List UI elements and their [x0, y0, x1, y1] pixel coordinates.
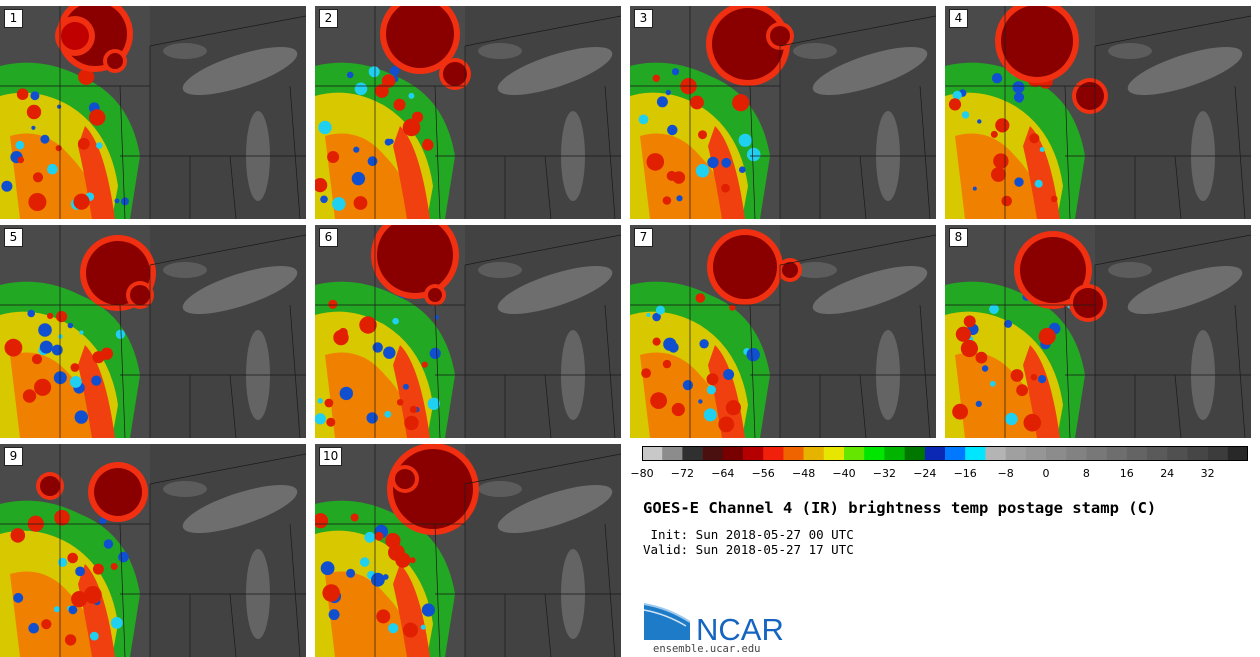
- colorbar-swatch: [682, 446, 703, 461]
- postage-stamp-panel: 5: [0, 225, 306, 438]
- colorbar-swatch: [1147, 446, 1168, 461]
- colorbar-swatch: [844, 446, 865, 461]
- colorbar-tick-label: 0: [1042, 467, 1050, 480]
- colorbar-swatch: [783, 446, 804, 461]
- colorbar-swatch: [924, 446, 946, 461]
- panel-number-label: 10: [319, 447, 343, 466]
- colorbar-tick-label: −80: [630, 467, 654, 480]
- ensemble-url[interactable]: ensemble.ucar.edu: [653, 643, 761, 655]
- panel-number-label: 5: [4, 228, 23, 247]
- colorbar-tick-label: 16: [1119, 467, 1134, 480]
- panel-number-label: 2: [319, 9, 338, 28]
- colorbar-tick-label: −24: [913, 467, 937, 480]
- panel-number-label: 8: [949, 228, 968, 247]
- colorbar-swatch: [965, 446, 986, 461]
- colorbar-swatch: [1086, 446, 1107, 461]
- colorbar-swatch: [702, 446, 724, 461]
- colorbar-swatch: [1046, 446, 1067, 461]
- colorbar-tick-label: −64: [711, 467, 735, 480]
- init-time: Init: Sun 2018-05-27 00 UTC: [643, 527, 854, 542]
- colorbar-swatch: [904, 446, 926, 461]
- colorbar-swatch: [1106, 446, 1128, 461]
- colorbar-swatch: [945, 446, 966, 461]
- colorbar-swatch: [1227, 446, 1248, 461]
- colorbar-swatch: [1167, 446, 1188, 461]
- colorbar-swatch: [1025, 446, 1047, 461]
- colorbar-swatch: [743, 446, 764, 461]
- colorbar-swatch: [884, 446, 905, 461]
- panel-number-label: 9: [4, 447, 23, 466]
- colorbar-tick-label: 24: [1160, 467, 1175, 480]
- colorbar-tick-label: 8: [1082, 467, 1090, 480]
- postage-stamp-panel: 3: [630, 6, 936, 219]
- colorbar-swatch: [1126, 446, 1148, 461]
- colorbar-tick-label: −72: [670, 467, 694, 480]
- colorbar-tick-label: −32: [872, 467, 896, 480]
- colorbar-swatch: [985, 446, 1006, 461]
- ncar-logo-text: NCAR: [696, 612, 784, 644]
- panel-number-label: 1: [4, 9, 23, 28]
- colorbar-swatch: [763, 446, 784, 461]
- colorbar-tick-label: −56: [751, 467, 775, 480]
- colorbar: [642, 446, 1248, 461]
- postage-stamp-panel: 2: [315, 6, 621, 219]
- colorbar-swatch: [722, 446, 744, 461]
- ncar-logo[interactable]: NCAR: [642, 600, 792, 644]
- postage-stamp-panel: 8: [945, 225, 1251, 438]
- panel-number-label: 6: [319, 228, 338, 247]
- figure-title: GOES-E Channel 4 (IR) brightness temp po…: [643, 499, 1157, 517]
- postage-stamp-panel: 6: [315, 225, 621, 438]
- colorbar-swatch: [1207, 446, 1229, 461]
- panel-number-label: 3: [634, 9, 653, 28]
- colorbar-swatch: [864, 446, 885, 461]
- postage-stamp-panel: 1: [0, 6, 306, 219]
- colorbar-swatch: [1066, 446, 1087, 461]
- colorbar-tick-label: −8: [997, 467, 1014, 480]
- postage-stamp-panel: 4: [945, 6, 1251, 219]
- colorbar-swatch: [1187, 446, 1208, 461]
- colorbar-swatch: [662, 446, 683, 461]
- colorbar-tick-label: −40: [832, 467, 856, 480]
- postage-stamp-panel: 7: [630, 225, 936, 438]
- postage-stamp-panel: 9: [0, 444, 306, 657]
- valid-time: Valid: Sun 2018-05-27 17 UTC: [643, 542, 854, 557]
- colorbar-swatch: [642, 446, 663, 461]
- colorbar-tick-label: 32: [1200, 467, 1215, 480]
- panel-number-label: 4: [949, 9, 968, 28]
- postage-stamp-panel: 10: [315, 444, 621, 657]
- colorbar-tick-label: −48: [791, 467, 816, 480]
- colorbar-tick-label: −16: [953, 467, 977, 480]
- colorbar-border: [642, 446, 1248, 461]
- colorbar-swatch: [1005, 446, 1027, 461]
- colorbar-swatch: [823, 446, 845, 461]
- panel-number-label: 7: [634, 228, 653, 247]
- colorbar-swatch: [803, 446, 825, 461]
